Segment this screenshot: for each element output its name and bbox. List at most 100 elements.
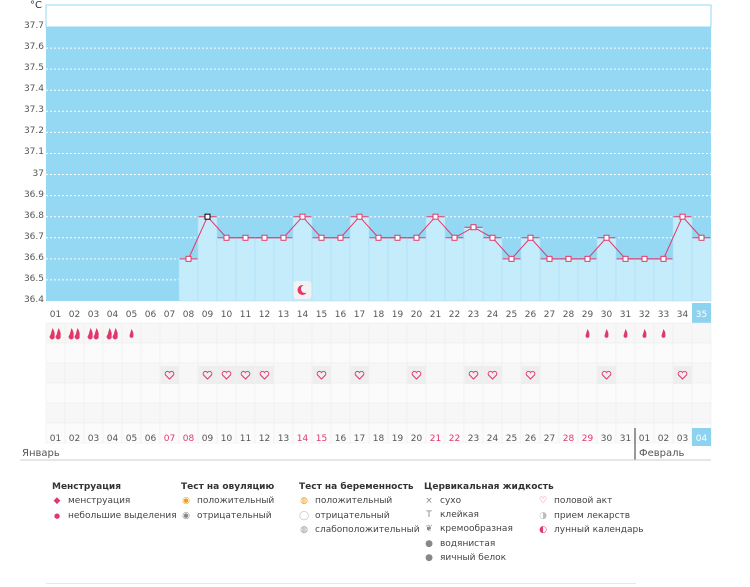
day-cell[interactable] [64, 322, 85, 344]
day-cell[interactable] [653, 382, 674, 404]
day-cell[interactable] [235, 322, 256, 344]
day-cell[interactable] [197, 402, 218, 424]
temperature-point[interactable] [565, 255, 572, 262]
day-cell[interactable] [444, 382, 465, 404]
day-cell[interactable] [102, 342, 123, 364]
day-cell[interactable] [672, 342, 693, 364]
day-cell[interactable] [558, 382, 579, 404]
day-cell[interactable] [140, 342, 161, 364]
day-cell[interactable] [178, 382, 199, 404]
day-cell[interactable] [444, 342, 465, 364]
day-cell[interactable] [406, 342, 427, 364]
day-cell[interactable] [83, 322, 104, 344]
day-cell[interactable] [425, 362, 446, 384]
temperature-point[interactable] [394, 234, 401, 241]
day-cell[interactable] [653, 342, 674, 364]
day-cell[interactable] [615, 342, 636, 364]
day-cell[interactable] [501, 362, 522, 384]
day-cell[interactable] [653, 362, 674, 384]
day-cell[interactable] [425, 382, 446, 404]
day-cell[interactable] [368, 382, 389, 404]
day-cell[interactable] [406, 322, 427, 344]
day-cell[interactable] [501, 382, 522, 404]
day-cell[interactable] [254, 382, 275, 404]
day-cell[interactable] [159, 322, 180, 344]
day-cell[interactable] [235, 382, 256, 404]
day-cell[interactable] [425, 322, 446, 344]
day-cell[interactable] [330, 402, 351, 424]
day-cell[interactable] [273, 402, 294, 424]
day-cell[interactable] [311, 382, 332, 404]
day-cell[interactable] [672, 382, 693, 404]
day-cell[interactable] [520, 402, 541, 424]
temperature-point[interactable] [584, 255, 591, 262]
temperature-point[interactable] [261, 234, 268, 241]
day-cell[interactable] [140, 362, 161, 384]
day-cell[interactable] [444, 402, 465, 424]
day-cell[interactable] [444, 322, 465, 344]
day-cell[interactable] [178, 342, 199, 364]
day-cell[interactable] [634, 402, 655, 424]
day-cell[interactable] [83, 342, 104, 364]
day-cell[interactable] [216, 322, 237, 344]
day-cell[interactable] [520, 342, 541, 364]
day-cell[interactable] [691, 382, 712, 404]
day-cell[interactable] [577, 362, 598, 384]
day-cell[interactable] [121, 342, 142, 364]
day-cell[interactable] [102, 402, 123, 424]
day-cell[interactable] [501, 402, 522, 424]
day-cell[interactable] [311, 402, 332, 424]
temperature-point[interactable] [413, 234, 420, 241]
day-cell[interactable] [178, 402, 199, 424]
temperature-point[interactable] [280, 234, 287, 241]
day-cell[interactable] [539, 402, 560, 424]
day-cell[interactable] [83, 362, 104, 384]
day-cell[interactable] [482, 342, 503, 364]
day-cell[interactable] [102, 382, 123, 404]
day-cell[interactable] [615, 382, 636, 404]
day-cell[interactable] [615, 362, 636, 384]
day-cell[interactable] [615, 402, 636, 424]
temperature-point[interactable] [242, 234, 249, 241]
day-cell[interactable] [577, 342, 598, 364]
day-cell[interactable] [596, 342, 617, 364]
temperature-point[interactable] [356, 213, 363, 220]
day-cell[interactable] [178, 362, 199, 384]
day-cell[interactable] [64, 402, 85, 424]
day-cell[interactable] [482, 382, 503, 404]
day-cell[interactable] [558, 322, 579, 344]
day-cell[interactable] [596, 402, 617, 424]
day-cell[interactable] [349, 322, 370, 344]
day-cell[interactable] [83, 382, 104, 404]
day-cell[interactable] [349, 402, 370, 424]
day-cell[interactable] [64, 382, 85, 404]
day-cell[interactable] [292, 362, 313, 384]
day-cell[interactable] [539, 342, 560, 364]
day-cell[interactable] [83, 402, 104, 424]
day-cell[interactable] [235, 342, 256, 364]
temperature-point[interactable] [527, 234, 534, 241]
day-cell[interactable] [672, 322, 693, 344]
temperature-point[interactable] [470, 224, 477, 231]
temperature-point[interactable] [223, 234, 230, 241]
day-cell[interactable] [64, 362, 85, 384]
day-cell[interactable] [273, 382, 294, 404]
day-cell[interactable] [216, 382, 237, 404]
day-cell[interactable] [368, 362, 389, 384]
day-cell[interactable] [45, 402, 66, 424]
day-cell[interactable] [197, 322, 218, 344]
temperature-point[interactable] [451, 234, 458, 241]
day-cell[interactable] [140, 322, 161, 344]
temperature-point[interactable] [204, 213, 211, 220]
temperature-point[interactable] [337, 234, 344, 241]
day-cell[interactable] [311, 342, 332, 364]
temperature-point[interactable] [299, 213, 306, 220]
day-cell[interactable] [349, 342, 370, 364]
day-cell[interactable] [463, 402, 484, 424]
day-cell[interactable] [425, 402, 446, 424]
temperature-point[interactable] [679, 213, 686, 220]
day-cell[interactable] [482, 322, 503, 344]
day-cell[interactable] [634, 382, 655, 404]
day-cell[interactable] [178, 322, 199, 344]
temperature-point[interactable] [603, 234, 610, 241]
